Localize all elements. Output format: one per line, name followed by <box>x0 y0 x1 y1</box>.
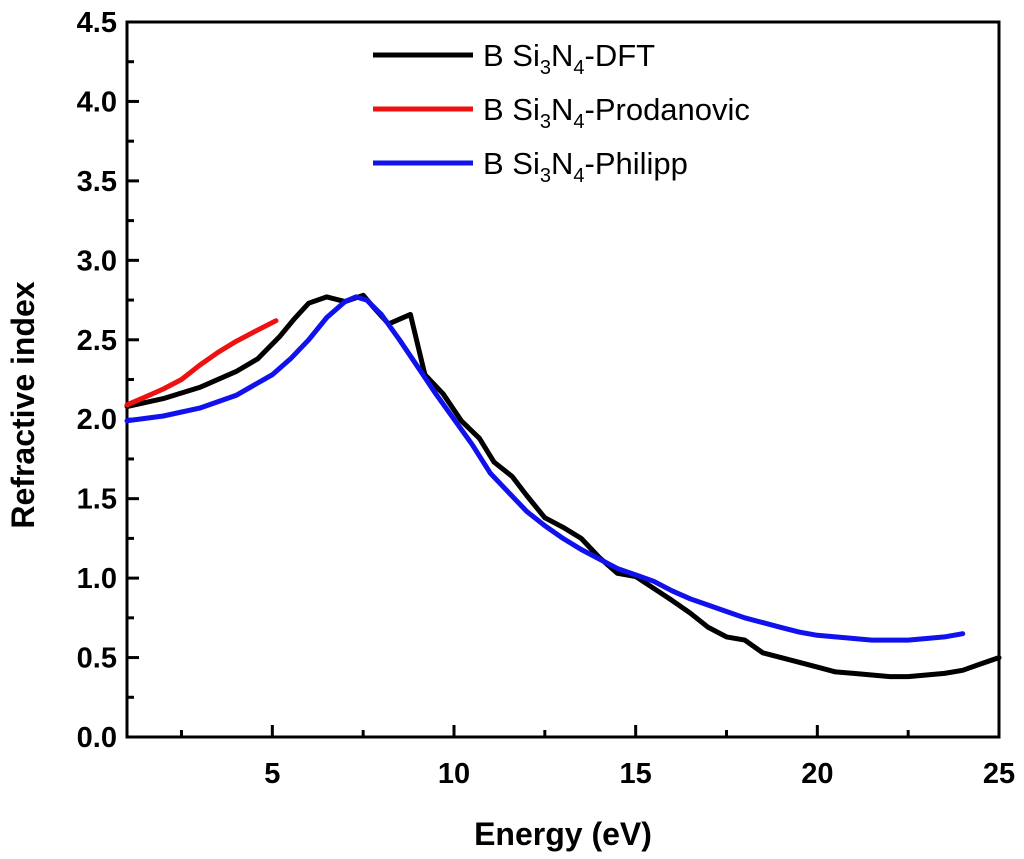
legend-entry: B Si3N4-Prodanovic <box>483 92 750 133</box>
y-tick-label: 1.0 <box>77 563 117 595</box>
y-axis-title: Refractive index <box>5 281 41 528</box>
y-tick-label: 1.5 <box>77 484 117 516</box>
x-tick-label: 5 <box>264 758 280 790</box>
y-tick-label: 2.0 <box>77 404 117 436</box>
legend-entry: B Si3N4-DFT <box>483 38 655 79</box>
plot-area-frame <box>125 20 1001 739</box>
x-axis-title: Energy (eV) <box>474 816 652 852</box>
y-tick-label: 3.5 <box>77 166 117 198</box>
x-tick-label: 15 <box>620 758 652 790</box>
axis-ticks: 0.0 0.5 1.0 1.5 2.0 2.5 3.0 3.5 4.0 4.5 5 10 15 20 25 <box>77 7 1015 790</box>
x-tick-label: 25 <box>983 758 1015 790</box>
y-tick-label: 4.5 <box>77 7 117 39</box>
series-layer <box>124 292 1002 680</box>
series-line <box>124 318 279 408</box>
x-tick-label: 20 <box>801 758 833 790</box>
legend: B Si3N4-DFT B Si3N4-Prodanovic B Si3N4-Phi… <box>373 38 750 187</box>
x-tick-label: 10 <box>438 758 470 790</box>
y-tick-label: 2.5 <box>77 325 117 357</box>
legend-entry: B Si3N4-Philipp <box>483 146 688 187</box>
y-tick-label: 4.0 <box>77 86 117 118</box>
y-tick-label: 0.0 <box>77 722 117 754</box>
series-line <box>124 294 966 643</box>
y-tick-label: 3.0 <box>77 245 117 277</box>
series-line <box>124 292 1002 680</box>
y-tick-label: 0.5 <box>77 643 117 675</box>
